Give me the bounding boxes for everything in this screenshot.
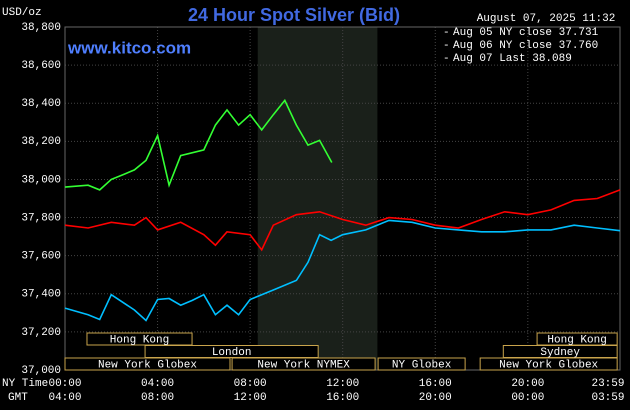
site-label: www.kitco.com [67,38,191,57]
session-label: Hong Kong [110,334,169,346]
gmt-tick-label: 08:00 [141,392,174,404]
x-row-label: GMT [8,392,28,404]
y-tick-label: 38,400 [21,98,61,110]
session-label: New York NYMEX [257,359,350,371]
y-tick-label: 37,400 [21,289,61,301]
unit-label: USD/oz [2,7,42,19]
x-tick-label: 12:00 [326,378,359,390]
legend-label: Aug 06 NY close 37.760 [453,40,598,52]
y-tick-label: 38,800 [21,22,61,34]
x-tick-label: 00:00 [48,378,81,390]
session-box [86,332,193,346]
timestamp: August 07, 2025 11:32 [477,13,616,25]
chart-title: 24 Hour Spot Silver (Bid) [188,5,400,25]
y-tick-label: 38,000 [21,174,61,186]
session-label: New York Globex [499,359,598,371]
session-label: London [212,347,252,359]
legend-label: Aug 07 Last 38.089 [453,53,572,65]
gmt-tick-label: 16:00 [326,392,359,404]
x-tick-label: 20:00 [511,378,544,390]
legend-marker: - [443,53,450,65]
session-box [231,357,376,371]
shaded-session [257,27,378,370]
legend-marker: - [443,40,450,52]
session-box [64,357,231,371]
legend-label: Aug 05 NY close 37.731 [453,27,599,39]
session-label: Sydney [540,347,580,359]
session-label: NY Globex [392,359,452,371]
x-tick-label: 08:00 [234,378,267,390]
session-label: Hong Kong [547,334,606,346]
gmt-tick-label: 04:00 [48,392,81,404]
series-line [64,219,621,322]
series-line [64,189,621,252]
series-line [64,98,333,191]
y-tick-label: 37,800 [21,212,61,224]
y-tick-label: 37,200 [21,327,61,339]
gmt-tick-label: 00:00 [511,392,544,404]
y-tick-label: 38,600 [21,60,61,72]
gmt-tick-label: 20:00 [419,392,452,404]
gmt-tick-label: 03:59 [591,392,624,404]
y-tick-label: 37,600 [21,251,61,263]
x-tick-label: 04:00 [141,378,174,390]
x-tick-label: 16:00 [419,378,452,390]
session-box [377,357,466,371]
session-label: New York Globex [98,359,197,371]
legend-marker: - [443,27,450,39]
x-tick-label: 23:59 [591,378,624,390]
x-row-label: NY Time [2,378,48,390]
y-tick-label: 37,000 [21,365,61,377]
y-tick-label: 38,200 [21,136,61,148]
gmt-tick-label: 12:00 [234,392,267,404]
session-box [479,357,618,371]
